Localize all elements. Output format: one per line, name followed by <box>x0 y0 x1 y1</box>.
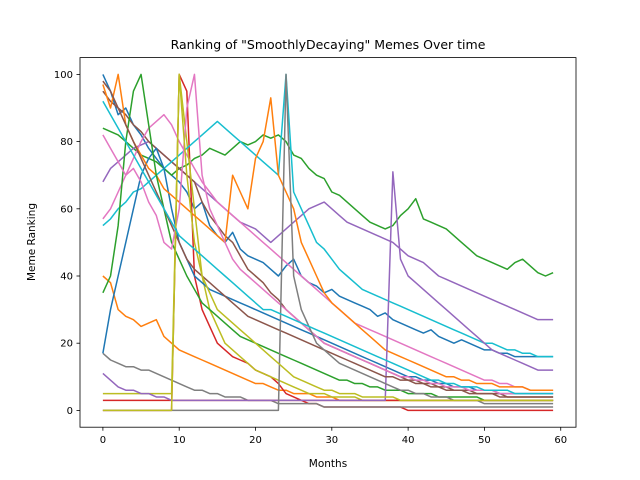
y-tick-label: 20 <box>60 339 73 350</box>
x-tick-label: 60 <box>554 435 567 446</box>
series-line-15 <box>102 171 554 402</box>
x-tick-label: 20 <box>249 435 262 446</box>
y-tick-label: 0 <box>67 406 73 417</box>
y-tick-label: 40 <box>60 272 73 283</box>
x-tick-label: 50 <box>478 435 491 446</box>
series-line-16 <box>102 80 554 398</box>
x-tick-label: 10 <box>173 435 186 446</box>
x-tick-label: 0 <box>100 435 106 446</box>
x-axis-ticks: 0 10 20 30 40 50 60 <box>100 427 567 446</box>
y-axis-label: Meme Ranking <box>26 203 38 281</box>
y-tick-label: 80 <box>60 137 73 148</box>
y-axis-ticks: 0 20 40 60 80 100 <box>54 70 80 417</box>
x-tick-label: 40 <box>402 435 415 446</box>
chart-title: Ranking of "SmoothlyDecaying" Memes Over… <box>171 37 486 52</box>
x-tick-label: 30 <box>325 435 338 446</box>
y-tick-label: 100 <box>54 70 73 81</box>
series-line-17 <box>102 73 554 395</box>
plot-frame <box>79 57 577 428</box>
series-line-12 <box>102 73 554 391</box>
series-line-19 <box>102 73 554 412</box>
series-lines <box>102 73 554 412</box>
series-line-3 <box>102 127 554 277</box>
series-line-20 <box>102 100 554 395</box>
y-tick-label: 60 <box>60 204 73 215</box>
x-axis-label: Months <box>309 458 347 470</box>
series-line-13 <box>102 73 554 402</box>
series-line-1 <box>102 74 554 358</box>
series-line-8 <box>102 352 554 408</box>
